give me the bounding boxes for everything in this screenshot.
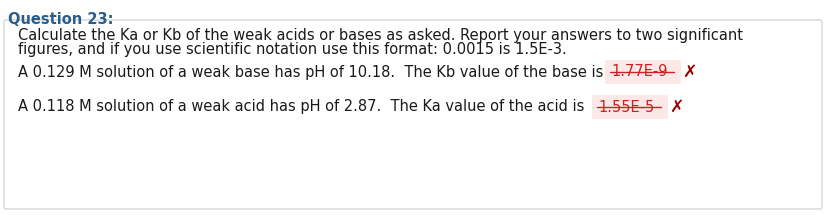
Text: ✗: ✗: [682, 63, 696, 81]
Text: Question 23:: Question 23:: [8, 12, 113, 27]
Text: 1.55E-5: 1.55E-5: [597, 100, 653, 115]
Text: 1.77E-9: 1.77E-9: [610, 64, 667, 80]
Text: ✗: ✗: [669, 98, 684, 116]
Text: Calculate the Ka or Kb of the weak acids or bases as asked. Report your answers : Calculate the Ka or Kb of the weak acids…: [18, 28, 742, 43]
FancyBboxPatch shape: [4, 20, 821, 209]
Text: A 0.118 M solution of a weak acid has pH of 2.87.  The Ka value of the acid is: A 0.118 M solution of a weak acid has pH…: [18, 100, 584, 115]
Text: A 0.129 M solution of a weak base has pH of 10.18.  The Kb value of the base is: A 0.129 M solution of a weak base has pH…: [18, 64, 603, 80]
FancyBboxPatch shape: [605, 60, 680, 84]
Text: figures, and if you use scientific notation use this format: 0.0015 is 1.5E-3.: figures, and if you use scientific notat…: [18, 42, 566, 57]
FancyBboxPatch shape: [591, 95, 667, 119]
